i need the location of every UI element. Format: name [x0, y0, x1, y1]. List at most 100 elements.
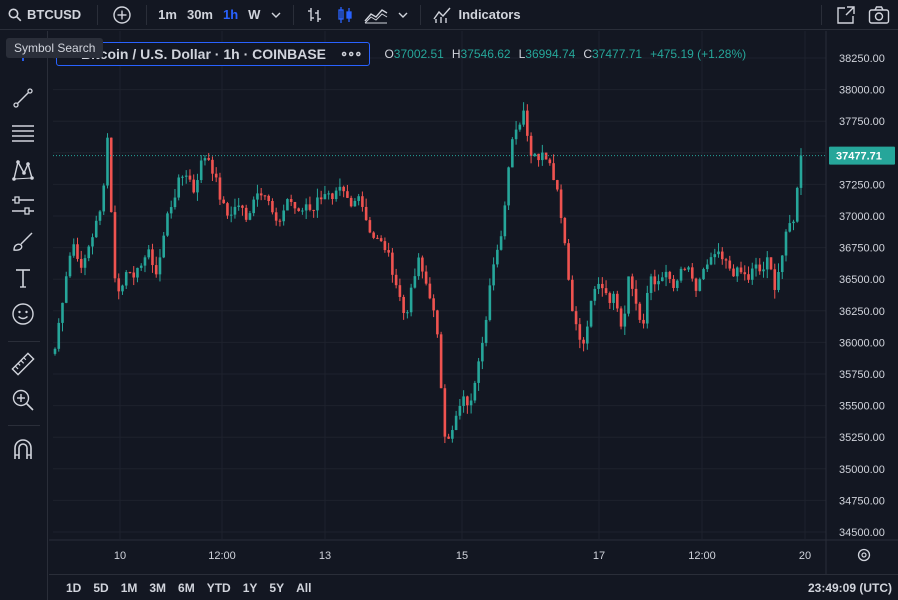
- candle-body: [211, 159, 214, 174]
- interval-1m[interactable]: 1m: [158, 7, 177, 22]
- close-key: C: [583, 47, 593, 61]
- utc-clock[interactable]: 23:49:09 (UTC): [807, 580, 892, 595]
- candle-body: [166, 213, 169, 236]
- more-options-icon[interactable]: ∘∘∘: [340, 46, 362, 61]
- candle-body: [421, 257, 424, 272]
- chart-type-chevron-icon[interactable]: [392, 12, 414, 18]
- candle-body: [151, 249, 154, 266]
- indicators-button[interactable]: Indicators: [427, 0, 526, 30]
- divider: [146, 4, 148, 25]
- compare-symbol-button[interactable]: [104, 0, 140, 30]
- interval-1h[interactable]: 1h: [223, 7, 239, 22]
- candle-body: [124, 272, 128, 286]
- pattern-tool-icon[interactable]: [10, 157, 36, 183]
- open-key: O: [384, 47, 394, 61]
- candle-body: [91, 237, 94, 247]
- candle-body: [391, 252, 394, 275]
- candle-body: [646, 292, 649, 324]
- candle-body: [548, 159, 552, 164]
- candle-body: [702, 269, 705, 280]
- candle-body: [447, 436, 450, 439]
- range-1d[interactable]: 1D: [66, 580, 82, 595]
- trend-line-tool-icon[interactable]: [10, 85, 36, 111]
- symbol-search-button[interactable]: BTCUSD: [0, 0, 91, 30]
- candle-body: [199, 160, 203, 181]
- candle-body: [762, 269, 765, 272]
- candle-body: [582, 339, 585, 344]
- candle-body: [244, 207, 248, 220]
- candle-body: [578, 324, 582, 340]
- high-value: 37546.62: [460, 47, 511, 61]
- time-tick-label: 20: [799, 550, 811, 562]
- time-axis[interactable]: 10 12:00 13 15 17 12:00 20: [49, 539, 898, 562]
- range-6m[interactable]: 6M: [178, 580, 195, 595]
- interval-w[interactable]: W: [248, 7, 261, 22]
- candle-body: [608, 293, 612, 303]
- candle-body: [233, 206, 237, 215]
- bars-style-button[interactable]: [300, 0, 330, 30]
- range-all[interactable]: All: [296, 580, 312, 595]
- fullscreen-button[interactable]: [828, 0, 864, 30]
- brush-tool-icon[interactable]: [10, 229, 36, 255]
- candle-body: [428, 283, 432, 299]
- time-tick-label: 10: [114, 550, 126, 562]
- price-tick-label: 38250.00: [839, 53, 885, 65]
- text-tool-icon[interactable]: [10, 265, 36, 291]
- candle-body: [162, 235, 166, 258]
- interval-30m[interactable]: 30m: [186, 7, 213, 22]
- open-value: 37002.51: [393, 47, 444, 61]
- candle-body: [758, 264, 762, 272]
- candle-body: [368, 220, 372, 233]
- divider: [8, 425, 40, 426]
- candle-body: [496, 249, 499, 265]
- zoom-in-tool-icon[interactable]: [10, 387, 36, 413]
- candle-body: [466, 396, 469, 406]
- candle-body: [777, 272, 780, 290]
- prediction-tool-icon[interactable]: [10, 193, 36, 219]
- range-ytd[interactable]: YTD: [206, 580, 231, 595]
- emoji-tool-icon[interactable]: [10, 301, 36, 327]
- range-1y[interactable]: 1Y: [242, 580, 258, 595]
- range-5y[interactable]: 5Y: [269, 580, 285, 595]
- area-style-button[interactable]: [360, 0, 392, 30]
- screenshot-button[interactable]: [864, 0, 898, 30]
- settings-gear-icon[interactable]: [857, 548, 871, 562]
- candle-body: [364, 206, 368, 221]
- candle-body: [574, 311, 578, 325]
- candle-body: [436, 310, 439, 335]
- symbol-label: BTCUSD: [27, 7, 82, 22]
- current-price-label: 37477.71: [836, 151, 882, 163]
- time-tick-label: 13: [319, 550, 331, 562]
- price-axis[interactable]: 38250.0038000.0037750.0037500.0037250.00…: [825, 31, 885, 574]
- ruler-tool-icon[interactable]: [10, 351, 36, 377]
- range-5d[interactable]: 5D: [93, 580, 109, 595]
- candle-body: [357, 196, 360, 201]
- candle-body: [308, 204, 312, 210]
- candle-body: [72, 244, 76, 256]
- price-chart[interactable]: 38250.0038000.0037750.0037500.0037250.00…: [49, 31, 898, 574]
- range-1m[interactable]: 1M: [120, 580, 138, 595]
- divider: [8, 341, 40, 342]
- magnet-tool-icon[interactable]: [10, 436, 36, 462]
- fib-retracement-tool-icon[interactable]: [10, 121, 36, 147]
- candle-body: [439, 334, 443, 389]
- candle-body: [226, 203, 229, 216]
- candle-body: [529, 135, 533, 156]
- candle-body: [271, 200, 274, 213]
- indicators-label: Indicators: [458, 7, 521, 22]
- candle-body: [184, 175, 188, 177]
- price-tick-label: 37000.00: [839, 211, 885, 223]
- candle-body: [612, 293, 615, 303]
- candle-body: [293, 201, 297, 209]
- candle-body: [728, 260, 732, 269]
- candle-body: [323, 194, 327, 200]
- symbol-title-box[interactable]: Bitcoin / U.S. Dollar · 1h · COINBASE ∘∘…: [56, 42, 371, 66]
- candle-body: [571, 279, 574, 312]
- range-3m[interactable]: 3M: [149, 580, 167, 595]
- candle-body: [660, 277, 664, 282]
- candle-body: [301, 210, 304, 212]
- price-tick-label: 38000.00: [839, 85, 885, 97]
- candle-body: [533, 153, 537, 156]
- candles-style-button[interactable]: [330, 0, 360, 30]
- interval-dropdown-chevron-icon[interactable]: [265, 12, 287, 18]
